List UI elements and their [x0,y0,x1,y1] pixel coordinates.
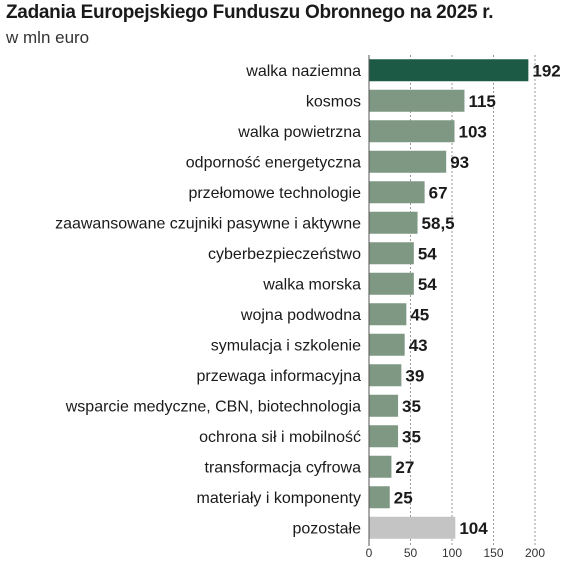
x-tick-label: 200 [525,546,545,560]
category-label: symulacja i szkolenie [211,337,361,354]
value-label: 115 [468,92,495,111]
value-label: 103 [458,122,486,141]
x-tick-label: 150 [483,546,503,560]
bar [369,455,392,478]
category-label: materiały i komponenty [196,490,361,507]
category-label: walka naziemna [245,63,361,80]
value-label: 58,5 [422,214,455,233]
value-label: 67 [429,183,448,202]
bar [369,425,399,448]
category-label: odporność energetyczna [186,154,361,171]
category-label: walka powietrzna [237,124,361,141]
value-label: 27 [395,458,414,477]
category-label: walka morska [262,276,361,293]
value-label: 54 [418,275,437,294]
bar [369,181,425,204]
chart-title: Zadania Europejskiego Funduszu Obronnego… [6,2,494,23]
value-label: 45 [410,305,429,324]
category-label: zaawansowane czujniki pasywne i aktywne [55,215,361,232]
category-label: transformacja cyfrowa [205,459,362,476]
category-label: przewaga informacyjna [196,368,361,385]
bar [369,516,456,539]
category-label: cyberbezpieczeństwo [208,246,361,263]
bar [369,89,465,112]
category-label: przełomowe technologie [188,185,361,202]
x-tick-label: 50 [404,546,418,560]
bar [369,486,390,509]
bar [369,120,455,143]
bar [369,333,405,356]
category-label: wojna podwodna [240,307,361,324]
chart-subtitle: w mln euro [6,28,90,47]
bar [369,150,447,173]
bar [369,211,418,234]
value-label: 39 [405,366,424,385]
value-label: 35 [402,427,421,446]
bar [369,364,402,387]
bar [369,394,399,417]
value-label: 25 [394,488,413,507]
value-label: 35 [402,397,421,416]
x-tick-label: 100 [442,546,462,560]
value-label: 54 [418,244,437,263]
bar [369,303,407,326]
value-label: 93 [450,153,469,172]
category-label: wsparcie medyczne, CBN, biotechnologia [65,398,361,415]
category-label: pozostałe [293,520,362,537]
value-label: 104 [459,519,488,538]
x-tick-label: 0 [366,546,373,560]
bar [369,272,414,295]
category-label: kosmos [306,93,361,110]
category-label: ochrona sił i mobilność [199,429,361,446]
value-label: 192 [532,61,560,80]
bar [369,59,529,82]
bar [369,242,414,265]
value-label: 43 [409,336,428,355]
